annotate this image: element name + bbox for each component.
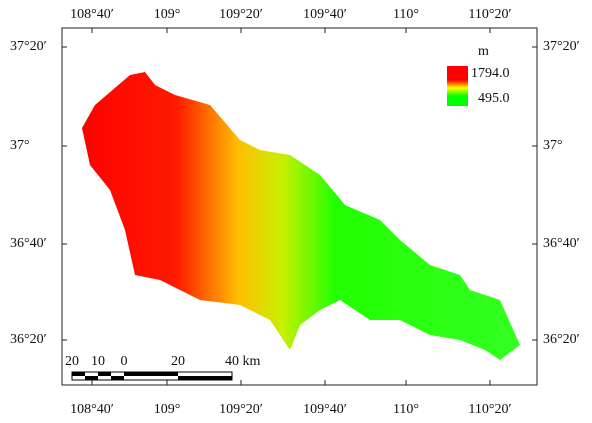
bottom-label: 108°40′: [70, 402, 114, 417]
scale-label: 0: [121, 354, 128, 369]
bottom-label: 110°: [393, 402, 419, 417]
legend-min: 495.0: [478, 91, 510, 106]
right-label: 37°20′: [543, 39, 580, 54]
legend-unit: m: [478, 44, 489, 59]
top-label: 110°20′: [468, 7, 511, 22]
scale-label: 10: [91, 354, 105, 369]
legend-colorbar: [447, 66, 468, 106]
top-label: 109°40′: [303, 7, 347, 22]
right-label: 36°20′: [543, 332, 580, 347]
top-label: 109°: [154, 7, 181, 22]
scale-label: 40 km: [225, 354, 261, 369]
left-label: 37°20′: [10, 39, 47, 54]
top-label: 110°: [393, 7, 419, 22]
top-label: 108°40′: [70, 7, 114, 22]
legend-max: 1794.0: [471, 66, 510, 81]
bottom-label: 109°20′: [219, 402, 263, 417]
bottom-label: 109°: [154, 402, 181, 417]
left-label: 37°: [10, 138, 30, 153]
scale-label: 20: [171, 354, 185, 369]
right-label: 37°: [543, 138, 563, 153]
bottom-label: 110°20′: [468, 402, 511, 417]
watershed: [82, 72, 520, 360]
top-label: 109°20′: [219, 7, 263, 22]
right-label: 36°40′: [543, 236, 580, 251]
bottom-label: 109°40′: [303, 402, 347, 417]
left-label: 36°20′: [10, 332, 47, 347]
scale-bar: [71, 371, 233, 381]
scale-label: 20: [65, 354, 79, 369]
left-label: 36°40′: [10, 236, 47, 251]
